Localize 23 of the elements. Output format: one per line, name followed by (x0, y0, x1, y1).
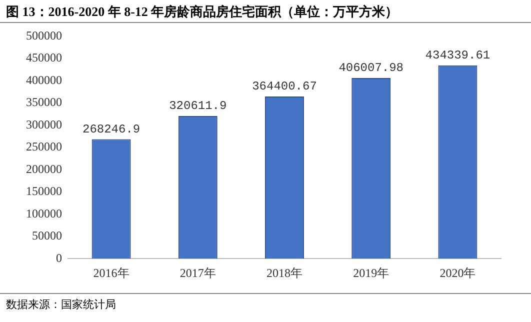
y-tick-label: 500000 (26, 28, 62, 42)
y-tick-label: 350000 (26, 95, 62, 110)
y-tick-label: 200000 (26, 162, 62, 176)
x-tick-label: 2017年 (180, 266, 216, 280)
data-label: 364400.67 (252, 80, 317, 94)
y-tick-label: 100000 (26, 206, 62, 220)
y-tick-label: 150000 (26, 184, 62, 198)
data-label: 406007.98 (338, 61, 404, 76)
data-label: 268246.9 (82, 122, 140, 136)
y-tick-label: 300000 (26, 117, 62, 132)
data-label: 434339.61 (425, 48, 490, 63)
data-label: 320611.9 (169, 99, 227, 114)
x-tick-label: 2020年 (440, 266, 476, 280)
chart-title: 图 13：2016-2020 年 8-12 年房龄商品房住宅面积（单位：万平方米） (0, 0, 531, 23)
y-tick-label: 0 (56, 250, 62, 265)
y-tick-label: 400000 (26, 72, 62, 87)
source-note: 数据来源：国家统计局 (0, 293, 531, 315)
x-tick-label: 2018年 (266, 266, 302, 280)
x-tick-label: 2019年 (353, 266, 390, 280)
y-tick-label: 450000 (26, 50, 62, 65)
y-tick-label: 50000 (32, 228, 62, 243)
y-tick-label: 250000 (26, 140, 62, 154)
x-tick-label: 2016年 (93, 266, 130, 280)
